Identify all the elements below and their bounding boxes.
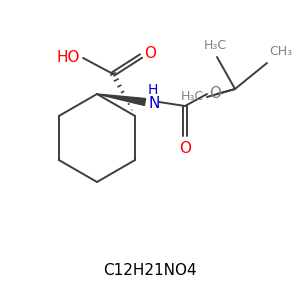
Text: O: O [179,141,191,156]
Text: O: O [209,85,221,100]
Text: HO: HO [57,50,80,64]
Text: O: O [144,46,156,62]
Text: CH₃: CH₃ [269,45,292,58]
Text: H: H [148,83,158,97]
Text: C12H21NO4: C12H21NO4 [103,263,197,278]
Text: N: N [148,97,159,112]
Text: H₃C: H₃C [181,89,204,103]
Polygon shape [97,94,146,106]
Text: H₃C: H₃C [203,39,226,52]
